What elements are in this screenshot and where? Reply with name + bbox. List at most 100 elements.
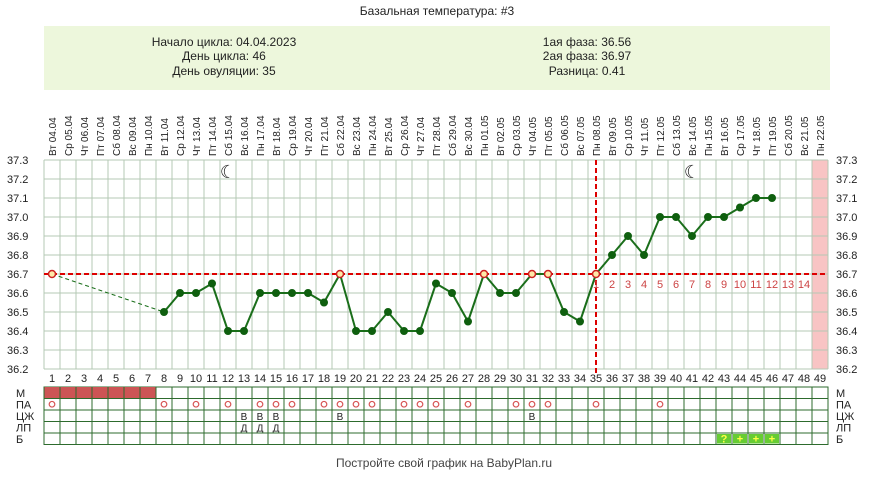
date-label: Вт 18.04 [272,117,283,156]
marker-circle [224,400,232,408]
y-tick-right: 37.3 [836,155,857,167]
date-label: Чт 18.05 [752,117,763,156]
test-mark: ? [721,434,728,446]
y-tick-right: 37.1 [836,193,857,205]
info-difference: Разница: 0.41 [549,64,626,78]
y-tick-right: 36.9 [836,231,857,243]
test-mark: + [737,434,743,446]
luteal-day-label: 1 [593,279,599,291]
marker-circle [432,400,440,408]
marker-circle [416,400,424,408]
cell-mark: В [337,412,344,423]
date-label: Вс 30.04 [464,116,475,156]
footer-text: Постройте свой график на BabyPlan.ru [336,456,552,470]
temperature-series [47,194,776,335]
y-tick-left: 37.2 [7,174,28,186]
day-number: 37 [622,373,634,385]
data-point [736,203,744,212]
date-label: Ср 19.04 [288,115,299,156]
series-segment [451,292,469,322]
date-label: Пн 24.04 [368,115,379,156]
data-point [608,251,616,259]
menses-cell [108,387,124,399]
info-cycle-start: Начало цикла: 04.04.2023 [152,35,297,49]
date-label: Вс 14.05 [688,116,699,156]
date-label: Пн 15.05 [704,115,715,156]
info-panel [44,26,830,90]
series-segment [387,311,405,332]
date-label: Сб 15.04 [223,115,235,156]
series-segment [339,273,357,332]
day-number: 27 [462,373,474,385]
day-number: 42 [702,373,714,385]
luteal-day-label: 8 [705,279,711,291]
day-number: 9 [177,373,183,385]
cell-mark: В [257,412,264,423]
data-point [304,289,312,297]
date-label: Вт 25.04 [384,117,395,156]
y-tick-left: 36.3 [7,345,28,357]
marker-circle [48,400,56,408]
day-number: 11 [206,373,217,385]
luteal-day-label: 9 [721,279,727,291]
marker-circle [400,400,408,408]
date-label: Пт 12.05 [656,116,667,156]
row-label-left: ЦЖ [16,411,34,423]
test-mark: + [753,434,759,446]
data-point [576,317,584,326]
series-segment [323,273,341,303]
data-point [704,213,712,221]
data-point [688,232,696,240]
y-tick-right: 37.0 [836,212,857,224]
day-number: 36 [606,373,618,385]
data-point [432,279,440,288]
date-label: Чт 06.04 [80,117,91,156]
day-number: 24 [414,373,426,385]
row-label-left: ПА [16,400,32,412]
data-point [768,194,776,202]
day-number: 15 [270,373,282,385]
date-label: Ср 26.04 [400,115,411,156]
date-label: Вс 21.05 [800,116,811,156]
day-number: 33 [558,373,570,385]
series-segment [243,292,261,332]
data-point [208,279,216,288]
reference-lines: 1 2 3 4 5 6 7 8 9 10 11 12 13 14☾ ☾ [44,160,828,373]
luteal-day-label: 5 [657,279,663,291]
marker-circle [320,400,328,408]
y-tick-left: 36.7 [7,269,28,281]
marker-circle [512,400,520,408]
info-cycle-day: День цикла: 46 [182,49,266,63]
y-tick-left: 37.0 [7,212,28,224]
date-label: Вс 16.04 [240,116,251,156]
day-number: 14 [254,373,266,385]
series-segment [691,216,709,237]
y-tick-left: 36.4 [7,326,28,338]
day-number: 16 [286,373,298,385]
marker-circle [368,400,376,408]
day-number: 21 [366,373,378,385]
test-cell [733,434,747,444]
y-tick-right: 36.3 [836,345,857,357]
cell-mark: Д [273,424,280,435]
luteal-day-label: 10 [734,279,746,291]
date-label: Пт 14.04 [208,116,219,156]
y-tick-left: 36.5 [7,307,28,319]
menses-cell [44,387,60,399]
date-label: Ср 12.04 [176,115,187,156]
day-number: 44 [734,373,746,385]
marker-circle [656,400,664,408]
luteal-day-label: 11 [750,279,761,291]
y-tick-right: 36.2 [836,364,857,376]
info-phase2: 2ая фаза: 36.97 [543,49,632,63]
series-segment [627,235,645,256]
date-label: Чт 20.04 [304,117,315,156]
date-label: Вт 16.05 [720,117,731,156]
test-cell [749,434,763,444]
row-label-right: М [836,388,845,400]
y-tick-right: 37.2 [836,174,857,186]
data-point [512,289,520,297]
marker-circle [256,400,264,408]
info-phase1: 1ая фаза: 36.56 [543,35,632,49]
date-label: Чт 11.05 [640,117,651,156]
